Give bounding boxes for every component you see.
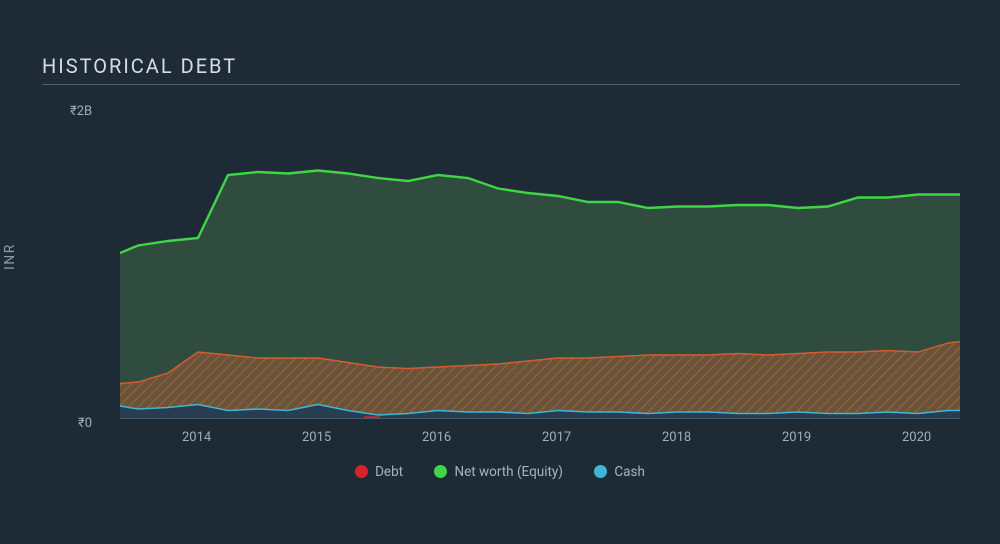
x-tick-label: 2020: [902, 430, 931, 445]
y-tick-top: ₹2B: [70, 104, 92, 119]
chart-container: HISTORICAL DEBT INR ₹2B ₹0 2014 2015 2016 2…: [0, 0, 1000, 544]
legend-swatch-equity: [434, 465, 447, 478]
chart-title: HISTORICAL DEBT: [42, 54, 237, 78]
y-axis-label: INR: [2, 243, 18, 270]
title-underline: [42, 84, 960, 85]
legend-swatch-debt: [355, 465, 368, 478]
y-tick-bottom: ₹0: [78, 416, 92, 431]
x-tick-label: 2014: [182, 430, 211, 445]
legend-swatch-cash: [594, 465, 607, 478]
x-tick-label: 2016: [422, 430, 451, 445]
legend-item-debt: Debt: [355, 464, 403, 480]
x-tick-label: 2019: [782, 430, 811, 445]
legend: Debt Net worth (Equity) Cash: [0, 464, 1000, 480]
legend-label-equity: Net worth (Equity): [454, 464, 563, 480]
x-axis-line: [120, 418, 960, 419]
x-tick-label: 2017: [542, 430, 571, 445]
x-tick-label: 2015: [302, 430, 331, 445]
legend-item-cash: Cash: [594, 464, 645, 480]
x-tick-label: 2018: [662, 430, 691, 445]
legend-label-debt: Debt: [375, 464, 403, 480]
plot-area: [120, 118, 960, 418]
legend-label-cash: Cash: [614, 464, 645, 480]
legend-item-equity: Net worth (Equity): [434, 464, 563, 480]
